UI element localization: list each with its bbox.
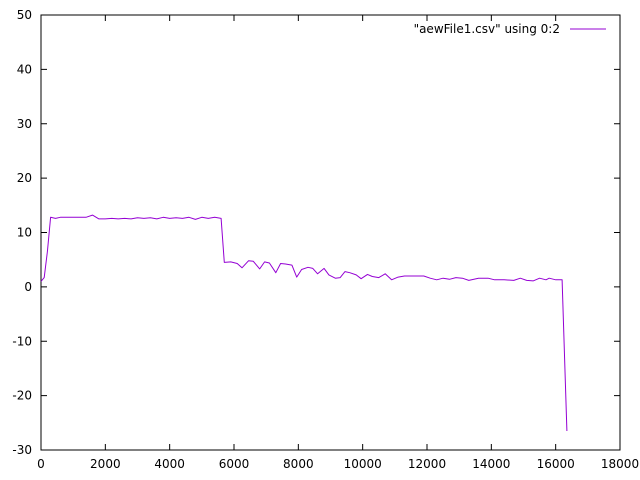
x-tick-label: 14000 — [472, 457, 510, 471]
x-tick-label: 16000 — [537, 457, 575, 471]
legend-label: "aewFile1.csv" using 0:2 — [414, 22, 560, 36]
x-tick-label: 8000 — [283, 457, 314, 471]
y-tick-label: 10 — [17, 226, 32, 240]
x-tick-label: 6000 — [219, 457, 250, 471]
series-line — [40, 214, 568, 432]
y-tick-label: 0 — [24, 280, 32, 294]
plot-frame — [40, 14, 621, 451]
x-tick-label: 0 — [37, 457, 45, 471]
axis-tick-labels: 0 2000 4000 6000 8000 10000 12000 14000 16000 180… — [12, 8, 639, 471]
y-tick-label: 40 — [17, 62, 32, 76]
legend: "aewFile1.csv" using 0:2 — [414, 22, 606, 36]
y-tick-label: -30 — [12, 443, 32, 457]
x-tick-label: 2000 — [90, 457, 121, 471]
x-tick-label: 4000 — [154, 457, 185, 471]
x-tick-label: 18000 — [601, 457, 639, 471]
y-tick-label: -10 — [12, 334, 32, 348]
y-tick-label: 20 — [17, 171, 32, 185]
axis-ticks — [40, 14, 621, 451]
x-tick-label: 10000 — [344, 457, 382, 471]
y-tick-label: -20 — [12, 389, 32, 403]
y-tick-label: 50 — [17, 8, 32, 22]
y-tick-label: 30 — [17, 117, 32, 131]
series-layer — [40, 214, 568, 432]
x-tick-label: 12000 — [408, 457, 446, 471]
